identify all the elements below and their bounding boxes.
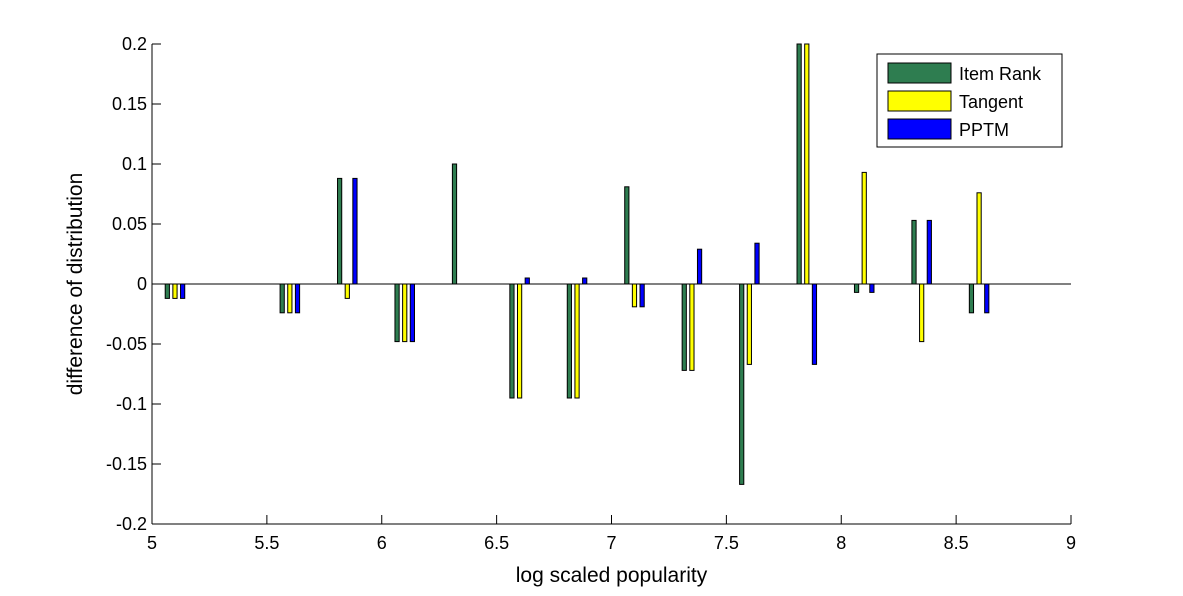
bar-pptm: [352, 177, 358, 285]
bar-pptm: [696, 248, 703, 285]
bar-pptm: [811, 283, 818, 365]
bar-tangent: [861, 171, 867, 285]
x-tick-label: 5: [147, 533, 157, 553]
bar-tangent: [804, 43, 810, 285]
bar-pptm: [294, 283, 301, 314]
y-tick-label: -0.1: [116, 394, 147, 414]
x-tick-label: 6: [377, 533, 387, 553]
y-tick-label: 0.1: [122, 154, 147, 174]
bar-tangent: [976, 192, 982, 285]
bar-item-rank: [968, 283, 975, 314]
y-tick-label: 0.05: [112, 214, 147, 234]
bar-item-rank: [796, 43, 802, 285]
x-tick-label: 9: [1066, 533, 1076, 553]
bar-tangent: [574, 283, 580, 399]
bar-pptm: [869, 283, 875, 293]
bar-tangent: [631, 283, 638, 308]
x-tick-label: 6.5: [484, 533, 509, 553]
legend-swatch-tangent: [887, 90, 952, 112]
bar-tangent: [746, 283, 752, 365]
bar-item-rank: [739, 283, 745, 485]
x-tick-label: 8: [836, 533, 846, 553]
y-tick-label: -0.2: [116, 514, 147, 534]
y-tick-label: 0: [137, 274, 147, 294]
bar-pptm: [409, 283, 415, 343]
bar-pptm: [984, 283, 990, 314]
legend: Item Rank Tangent PPTM: [876, 53, 1063, 148]
bar-item-rank: [337, 177, 343, 285]
legend-swatch-item-rank: [887, 62, 952, 84]
bar-item-rank: [853, 283, 860, 293]
bar-tangent: [919, 283, 925, 343]
y-tick-label: 0.15: [112, 94, 147, 114]
bar-item-rank: [911, 219, 917, 285]
legend-label-pptm: PPTM: [959, 120, 1009, 140]
bar-item-rank: [624, 186, 630, 285]
bar-item-rank: [566, 283, 572, 399]
bar-item-rank: [279, 283, 285, 314]
bar-pptm: [582, 277, 588, 285]
bar-pptm: [754, 242, 760, 285]
bar-item-rank: [451, 163, 458, 285]
bar-tangent: [689, 283, 695, 371]
bar-tangent: [402, 283, 408, 343]
y-tick-label: 0.2: [122, 34, 147, 54]
bars-layer: [164, 43, 990, 485]
bar-pptm: [639, 283, 645, 308]
bar-item-rank: [509, 283, 515, 399]
x-tick-label: 7.5: [714, 533, 739, 553]
bar-tangent: [516, 283, 523, 399]
legend-label-tangent: Tangent: [959, 92, 1023, 112]
bar-pptm: [926, 219, 932, 285]
bar-tangent: [172, 283, 178, 299]
x-tick-label: 7: [606, 533, 616, 553]
bar-tangent: [287, 283, 293, 314]
bar-item-rank: [681, 283, 687, 371]
x-tick-label: 5.5: [254, 533, 279, 553]
bar-item-rank: [394, 283, 400, 343]
x-tick-label: 8.5: [944, 533, 969, 553]
legend-swatch-pptm: [887, 118, 952, 140]
y-tick-label: -0.15: [106, 454, 147, 474]
bar-pptm: [180, 283, 186, 299]
legend-label-item-rank: Item Rank: [959, 64, 1042, 84]
y-axis-label: difference of distribution: [64, 173, 87, 396]
bar-item-rank: [164, 283, 170, 299]
y-tick-label: -0.05: [106, 334, 147, 354]
bar-pptm: [524, 277, 530, 285]
bar-tangent: [344, 283, 350, 299]
x-axis-label: log scaled popularity: [516, 564, 708, 587]
ticks-layer: 5 5.5 6 6.5 7 7.5 8 8.5 9 -0.2 -0.15 -0.1 -0.05 0 0.05…: [106, 34, 1076, 553]
